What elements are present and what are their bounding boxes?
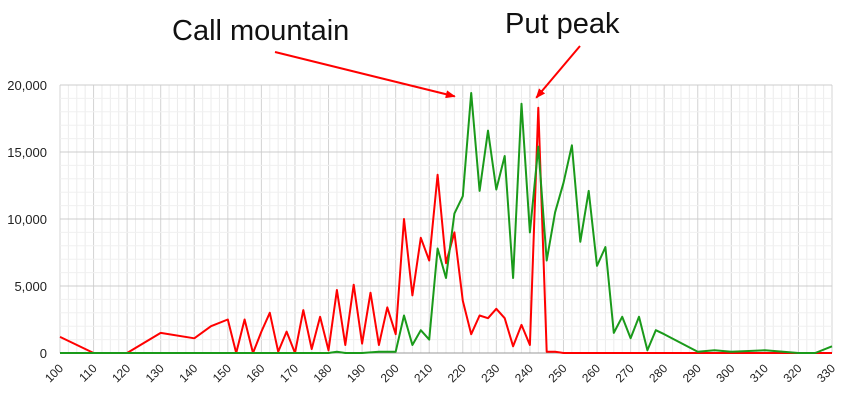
x-tick-label: 310: [747, 361, 771, 385]
x-tick-label: 130: [143, 361, 167, 385]
x-tick-label: 210: [411, 361, 435, 385]
y-tick-label: 20,000: [7, 78, 47, 93]
x-tick-label: 180: [311, 361, 335, 385]
x-tick-label: 170: [277, 361, 301, 385]
series-line-green: [60, 92, 833, 354]
x-tick-label: 230: [478, 361, 502, 385]
x-tick-label: 330: [814, 361, 838, 385]
x-tick-label: 260: [579, 361, 603, 385]
x-tick-label: 250: [546, 361, 570, 385]
annotation-arrow-call-mountain: [274, 51, 456, 99]
annotation-put-peak: Put peak: [505, 8, 620, 40]
series-lines: [59, 92, 833, 354]
x-tick-label: 120: [109, 361, 133, 385]
x-tick-label: 140: [176, 361, 200, 385]
grid-lines: [59, 84, 833, 354]
x-tick-label: 200: [378, 361, 402, 385]
x-tick-label: 270: [613, 361, 637, 385]
x-tick-label: 320: [780, 361, 804, 385]
y-tick-label: 15,000: [7, 145, 47, 160]
annotation-call-mountain: Call mountain: [172, 15, 349, 47]
annotations: Call mountain Put peak: [172, 8, 620, 99]
x-tick-label: 190: [344, 361, 368, 385]
x-tick-label: 290: [680, 361, 704, 385]
y-tick-label: 0: [40, 346, 47, 361]
x-tick-label: 150: [210, 361, 234, 385]
y-tick-label: 10,000: [7, 212, 47, 227]
x-tick-label: 160: [243, 361, 267, 385]
x-tick-label: 110: [76, 361, 100, 385]
annotation-arrow-put-peak: [535, 45, 581, 99]
x-tick-label: 100: [42, 361, 66, 385]
y-tick-label: 5,000: [14, 279, 47, 294]
x-tick-label: 220: [445, 361, 469, 385]
x-tick-label: 300: [713, 361, 737, 385]
x-tick-label: 240: [512, 361, 536, 385]
x-tick-label: 280: [646, 361, 670, 385]
